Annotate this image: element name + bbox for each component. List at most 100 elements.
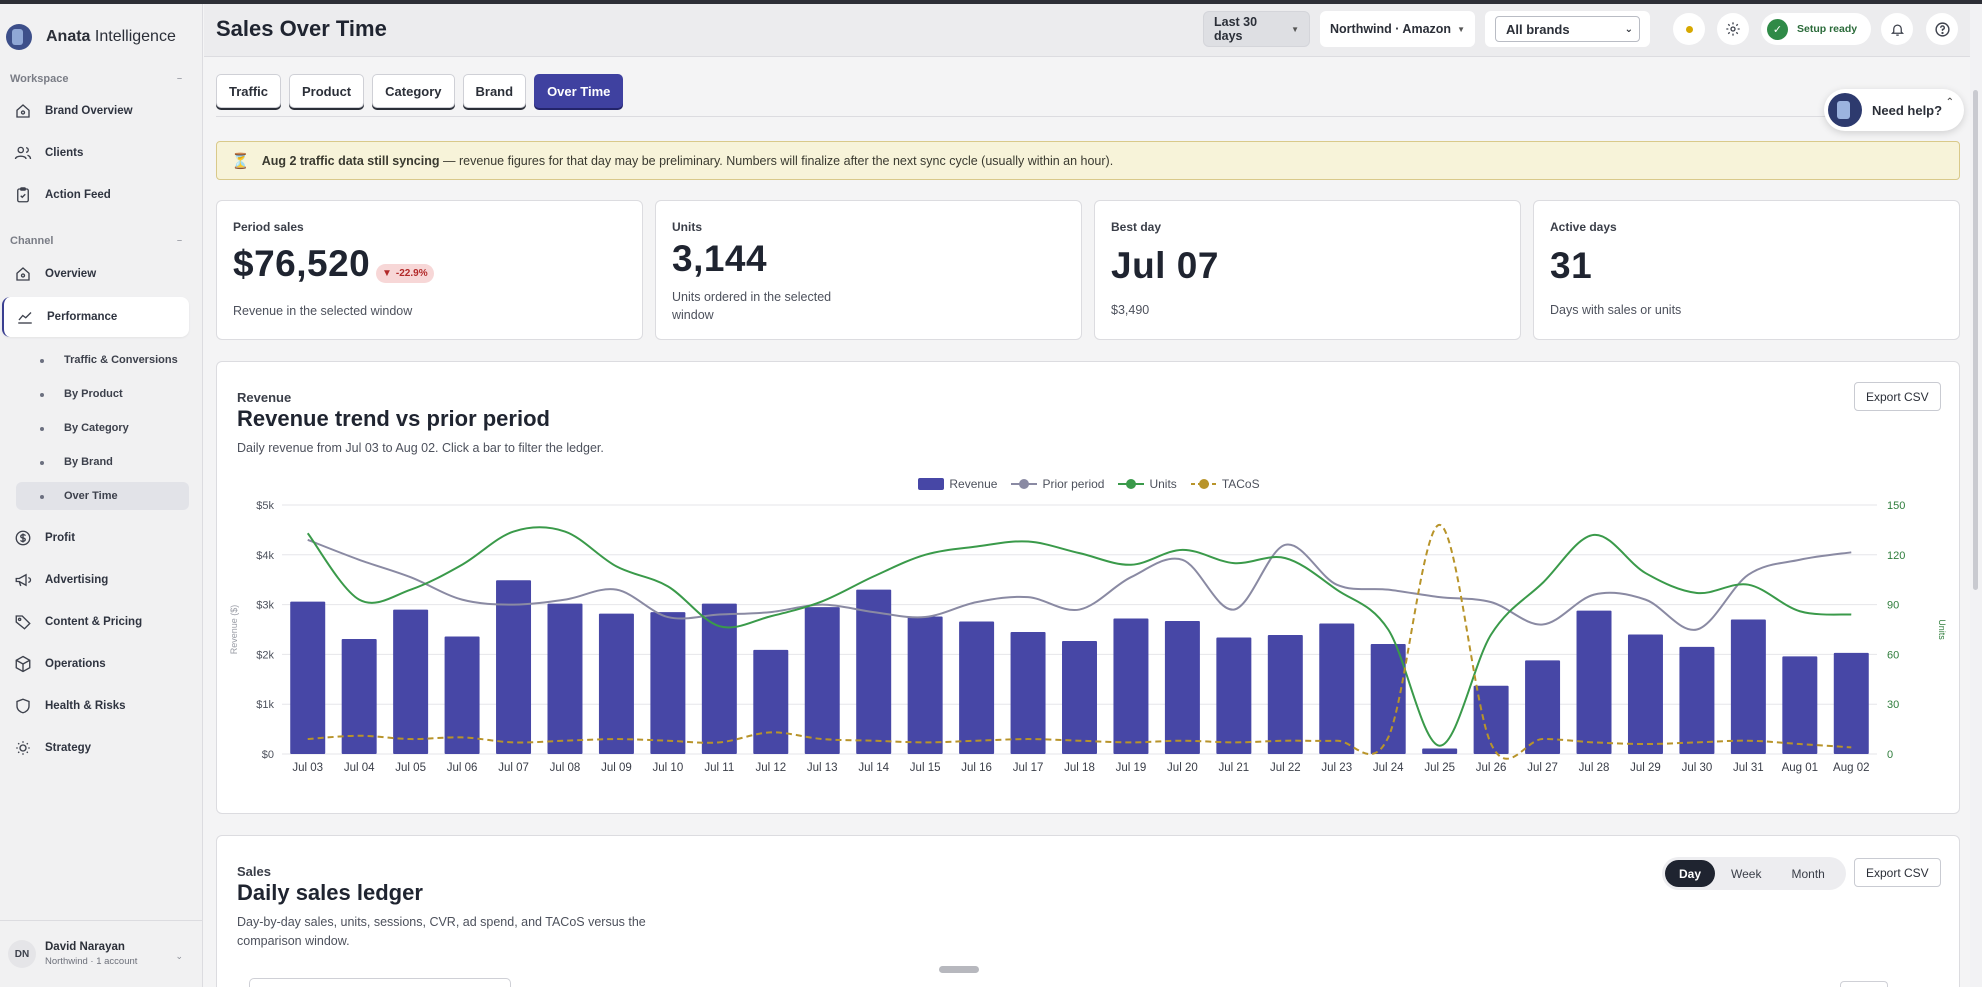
x-tick-label: Jul 16 [961, 762, 992, 774]
revenue-bar [290, 601, 326, 754]
sidebar-sub-traffic-conversions[interactable]: Traffic & Conversions [16, 346, 189, 374]
y2-tick-label: 30 [1887, 699, 1899, 711]
arrow-down-icon: ▼ [382, 268, 392, 279]
revenue-bar [1370, 643, 1406, 754]
chevron-up-icon: ⌃ [1945, 97, 1954, 108]
revenue-bar [444, 636, 480, 754]
sub-item-label: Over Time [64, 490, 118, 502]
sidebar-item-content-pricing[interactable]: Content & Pricing [0, 604, 203, 640]
revenue-bar [1216, 637, 1252, 754]
y-tick-label: $0 [262, 749, 274, 761]
ledger-action-box[interactable] [1840, 981, 1888, 987]
revenue-bar [1576, 610, 1612, 754]
need-help-widget[interactable]: Need help? ⌃ [1824, 89, 1964, 131]
sync-warning-banner: ⏳ Aug 2 traffic data still syncing — rev… [216, 141, 1960, 180]
sidebar-item-label: Operations [45, 658, 106, 670]
brand-logo-icon [6, 24, 32, 50]
granularity-week[interactable]: Week [1731, 866, 1762, 881]
revenue-bar [341, 638, 377, 754]
revenue-bar [393, 609, 429, 754]
export-csv-button[interactable]: Export CSV [1854, 858, 1941, 887]
sidebar-item-advertising[interactable]: Advertising [0, 562, 203, 598]
sidebar-item-clients[interactable]: Clients [0, 135, 203, 171]
x-tick-label: Jul 24 [1373, 762, 1404, 774]
legend-item-units[interactable]: Units [1118, 477, 1177, 491]
tacos-line [307, 523, 1852, 760]
tab-brand[interactable]: Brand [462, 74, 527, 108]
legend-item-revenue[interactable]: Revenue [918, 477, 997, 491]
export-csv-button[interactable]: Export CSV [1854, 382, 1941, 411]
home-icon [14, 102, 32, 120]
sidebar-sub-over-time[interactable]: Over Time [16, 482, 189, 510]
sidebar-item-performance[interactable]: Performance [2, 297, 189, 337]
sidebar-item-overview[interactable]: Overview [0, 256, 203, 292]
brand[interactable]: Anata Intelligence [6, 22, 176, 52]
x-tick-label: Jul 14 [858, 762, 889, 774]
granularity-day[interactable]: Day [1665, 860, 1716, 887]
revenue-bar [804, 607, 840, 754]
ledger-scroll-handle[interactable] [939, 966, 979, 973]
workspace-heading[interactable]: Workspace – [10, 73, 182, 85]
sidebar-item-label: Overview [45, 268, 97, 280]
card-title: Daily sales ledger [237, 880, 423, 905]
sidebar-item-brand-overview[interactable]: Brand Overview [0, 93, 203, 129]
x-tick-label: Jul 31 [1733, 762, 1764, 774]
legend-swatch-units [1118, 478, 1145, 490]
page-scrollbar-thumb[interactable] [1973, 90, 1978, 590]
granularity-month[interactable]: Month [1791, 866, 1825, 881]
sidebar-item-action-feed[interactable]: Action Feed [0, 177, 203, 213]
ledger-filter-box[interactable] [249, 978, 511, 987]
kpi-card-period-sales: Period sales $76,520 ▼ -22.9% Revenue in … [216, 200, 643, 340]
sub-item-label: Traffic & Conversions [64, 354, 178, 366]
account-selector[interactable]: Northwind · Amazon ▼ [1320, 11, 1475, 47]
legend-swatch-prior [1011, 478, 1038, 490]
date-range-label: Last 30 days [1214, 15, 1258, 43]
bell-icon [1890, 24, 1904, 36]
revenue-bar [1422, 748, 1458, 754]
tab-over-time[interactable]: Over Time [534, 74, 624, 108]
setup-status-badge[interactable]: ✓ Setup ready [1761, 13, 1871, 45]
revenue-bar [1113, 618, 1149, 754]
x-tick-label: Jul 04 [344, 762, 375, 774]
sidebar-item-operations[interactable]: Operations [0, 646, 203, 682]
banner-body: — revenue figures for that day may be pr… [439, 153, 1114, 168]
kpi-sub: Days with sales or units [1550, 303, 1682, 317]
help-button[interactable] [1926, 13, 1958, 45]
settings-button[interactable] [1717, 13, 1749, 45]
sidebar-sub-by-product[interactable]: By Product [16, 380, 189, 408]
notifications-button[interactable] [1881, 13, 1913, 45]
y2-tick-label: 120 [1887, 550, 1905, 562]
x-tick-label: Jul 13 [807, 762, 838, 774]
date-range-button[interactable]: Last 30 days ▼ [1203, 11, 1310, 47]
kpi-label: Units [672, 220, 702, 234]
sidebar-item-health-risks[interactable]: Health & Risks [0, 688, 203, 724]
tab-product[interactable]: Product [289, 74, 365, 108]
sidebar-item-profit[interactable]: Profit [0, 520, 203, 556]
bulb-icon [14, 739, 32, 757]
status-indicator-button[interactable] [1673, 13, 1705, 45]
brand-select[interactable]: All brands ⌄ [1495, 16, 1640, 42]
delta-badge: ▼ -22.9% [376, 264, 434, 283]
caret-down-icon: ▼ [1457, 24, 1465, 34]
x-tick-label: Jul 03 [292, 762, 323, 774]
kpi-sub: $3,490 [1111, 303, 1150, 317]
user-menu[interactable]: DN David Narayan Northwind · 1 account ⌄ [0, 920, 203, 987]
y-tick-label: $5k [256, 500, 274, 512]
y-tick-label: $4k [256, 550, 274, 562]
kpi-value: $76,520 [233, 243, 371, 284]
sidebar-sub-by-brand[interactable]: By Brand [16, 448, 189, 476]
sidebar-sub-by-category[interactable]: By Category [16, 414, 189, 442]
sidebar-item-strategy[interactable]: Strategy [0, 730, 203, 766]
sidebar-item-label: Strategy [45, 742, 92, 754]
channel-heading[interactable]: Channel – [10, 235, 182, 247]
x-tick-label: Jul 19 [1116, 762, 1147, 774]
tab-traffic[interactable]: Traffic [216, 74, 282, 108]
x-tick-label: Jul 23 [1321, 762, 1352, 774]
y-tick-label: $2k [256, 649, 274, 661]
tab-category[interactable]: Category [372, 74, 455, 108]
legend-item-prior[interactable]: Prior period [1011, 477, 1104, 491]
legend-item-tacos[interactable]: TACoS [1190, 477, 1260, 491]
y2-tick-label: 60 [1887, 649, 1899, 661]
revenue-bar [1267, 634, 1303, 754]
shield-icon [14, 697, 32, 715]
